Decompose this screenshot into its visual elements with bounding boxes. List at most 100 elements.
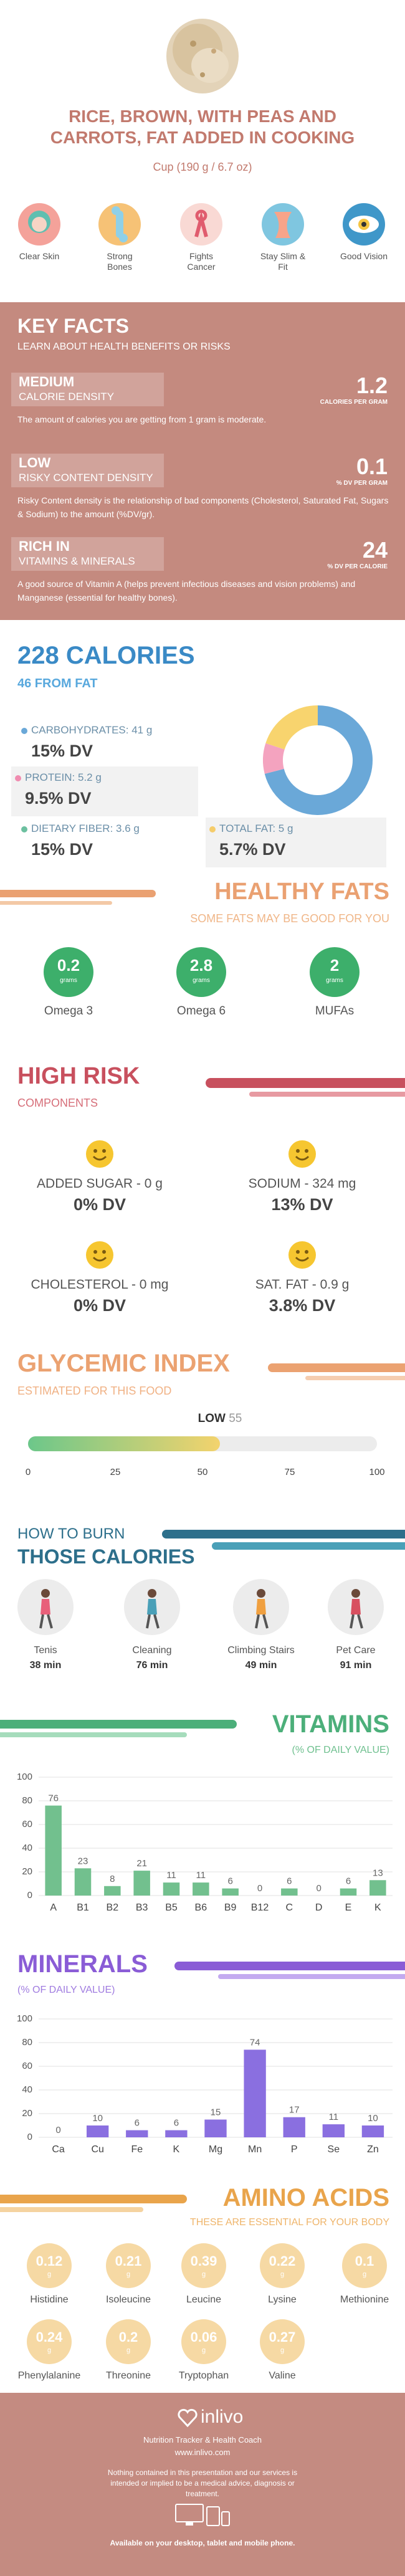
fact-label-box <box>11 373 164 406</box>
smiley-eye <box>296 1149 300 1153</box>
decor-stripe <box>0 2207 143 2212</box>
nutrient-name: DIETARY FIBER: 3.6 g <box>31 823 140 834</box>
activity-time: 38 min <box>29 1660 62 1671</box>
nutrient-name: CARBOHYDRATES: 41 g <box>31 724 153 736</box>
smiley-face <box>86 1140 113 1168</box>
activity-icon <box>233 1579 289 1635</box>
gi-value: 55 <box>229 1412 242 1425</box>
fat-value: 2 <box>330 956 340 975</box>
brand: inlivo <box>201 2407 244 2427</box>
nutrient-bullet <box>15 775 21 781</box>
amino-value: 0.39 <box>190 2253 217 2269</box>
section-subtitle: 46 FROM FAT <box>17 677 98 690</box>
amino-circle: 0.27 g <box>260 2319 305 2364</box>
x-tick-label: 0 <box>26 1467 31 1477</box>
y-tick-label: 80 <box>22 1795 32 1806</box>
amino-name: Methionine <box>340 2294 389 2305</box>
x-tick-label: A <box>50 1902 57 1913</box>
gi-fill <box>28 1436 220 1451</box>
fact-text: Risky Content density is the relationshi… <box>17 495 389 519</box>
benefit-label: Strong Bones <box>107 251 133 272</box>
amino-unit: g <box>47 2347 52 2354</box>
bar-chart: 0 20 40 60 80 100 0 Ca 10 Cu 6 Fe 6 K 15 Mg 74 Mn 17 P 11 Se 1… <box>17 2013 393 2155</box>
value-label: 13 <box>373 1868 383 1878</box>
x-tick-label: C <box>286 1902 293 1913</box>
x-tick-label: Ca <box>52 2144 65 2155</box>
section-title: HEALTHY FATS <box>214 879 389 905</box>
amino-name: Isoleucine <box>105 2294 151 2305</box>
value-label: 6 <box>174 2118 179 2129</box>
amino-unit: g <box>280 2347 285 2354</box>
value-label: 10 <box>92 2113 103 2124</box>
amino-unit: g <box>201 2271 206 2278</box>
donut-segment <box>265 705 318 750</box>
x-tick-label: 50 <box>198 1467 208 1477</box>
bar <box>222 1888 239 1896</box>
bar <box>133 1871 150 1896</box>
fat-unit: grams <box>193 977 210 984</box>
activity-time: 49 min <box>245 1660 277 1671</box>
bar <box>165 2130 188 2137</box>
footer-background <box>0 2393 405 2576</box>
x-tick-label: K <box>374 1902 381 1913</box>
amino-unit: g <box>126 2347 131 2354</box>
x-tick-label: 100 <box>369 1467 384 1477</box>
amino-unit: g <box>362 2271 367 2278</box>
value-label: 17 <box>289 2105 300 2116</box>
activity-name: Tenis <box>34 1645 57 1656</box>
nutrient-name: TOTAL FAT: 5 g <box>219 823 293 834</box>
decor-stripe <box>162 1530 405 1538</box>
bar <box>163 1882 180 1896</box>
smiley-face <box>288 1241 316 1269</box>
amino-circle: 0.21 g <box>106 2243 151 2288</box>
fact-label: RISKY CONTENT DENSITY <box>19 472 153 484</box>
fact-unit: % DV PER CALORIE <box>327 563 388 570</box>
fact-value: 0.1 <box>356 454 388 479</box>
fat-circle: 2.8 grams <box>176 947 226 997</box>
figure-legs <box>39 1614 53 1629</box>
bar <box>204 2119 227 2137</box>
x-tick-label: Mg <box>209 2144 222 2155</box>
activity-name: Climbing Stairs <box>227 1645 295 1656</box>
activity-icon <box>124 1579 180 1635</box>
section-subtitle: SOME FATS MAY BE GOOD FOR YOU <box>190 912 389 925</box>
fat-name: MUFAs <box>315 1004 355 1018</box>
section-subtitle: LEARN ABOUT HEALTH BENEFITS OR RISKS <box>17 341 231 352</box>
value-label: 0 <box>257 1883 262 1894</box>
fact-label-box <box>11 537 164 571</box>
amino-name: Histidine <box>30 2294 69 2305</box>
nutrient-dv: 15% DV <box>31 742 93 760</box>
risk-dv: 3.8% DV <box>269 1296 336 1315</box>
value-label: 6 <box>346 1876 351 1887</box>
value-label: 0 <box>316 1883 321 1894</box>
x-tick-label: B12 <box>251 1902 269 1913</box>
activity-icon <box>17 1579 74 1635</box>
fat-name: Omega 3 <box>44 1004 93 1018</box>
figure-body <box>256 1599 266 1615</box>
nutrient-dv: 9.5% DV <box>25 789 92 808</box>
section-title: 228 CALORIES <box>17 642 195 669</box>
fat-unit: grams <box>60 977 77 984</box>
amino-unit: g <box>201 2347 206 2354</box>
smiley-eye <box>305 1250 308 1254</box>
amino-unit: g <box>47 2271 52 2278</box>
decor-stripe <box>0 2195 187 2203</box>
amino-circle: 0.22 g <box>260 2243 305 2288</box>
smiley <box>288 1140 316 1168</box>
x-tick-label: B5 <box>165 1902 178 1913</box>
fact-level: RICH IN <box>19 538 70 554</box>
fat-name: Omega 6 <box>176 1004 226 1018</box>
section-title: KEY FACTS <box>17 315 129 337</box>
benefit-label: Stay Slim & Fit <box>260 251 306 272</box>
bar <box>361 2125 384 2137</box>
bar <box>86 2125 109 2137</box>
smiley-face <box>288 1140 316 1168</box>
figure-legs <box>350 1614 363 1629</box>
decor-stripe <box>218 1974 405 1979</box>
bar <box>283 2117 305 2137</box>
smiley-mouth <box>92 1155 107 1161</box>
smiley-mouth <box>92 1256 107 1262</box>
amino-circle: 0.12 g <box>27 2243 72 2288</box>
section-title: VITAMINS <box>272 1710 389 1738</box>
